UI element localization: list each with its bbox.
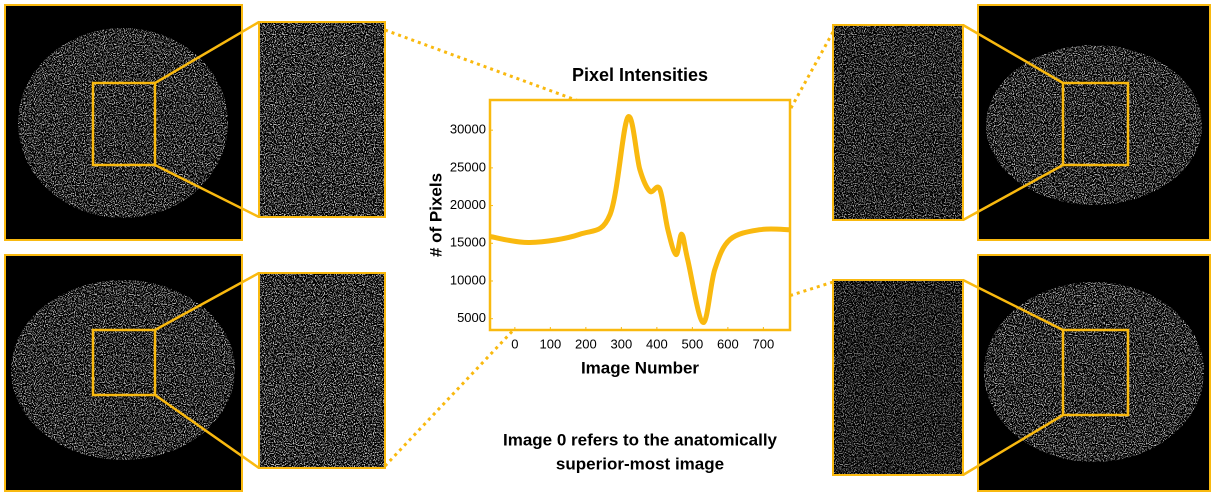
- x-tick-label: 600: [717, 336, 739, 351]
- caption-line: Image 0 refers to the anatomically: [503, 430, 778, 449]
- chart-title: Pixel Intensities: [572, 65, 708, 85]
- x-tick-label: 300: [611, 336, 633, 351]
- caption-line: superior-most image: [556, 454, 724, 473]
- x-tick-label: 200: [575, 336, 597, 351]
- x-tick-label: 100: [540, 336, 562, 351]
- y-tick-label: 15000: [450, 235, 486, 250]
- x-tick-label: 0: [511, 336, 518, 351]
- plot-frame: [490, 100, 790, 330]
- y-tick-label: 25000: [450, 159, 486, 174]
- y-axis-label: # of Pixels: [426, 173, 445, 257]
- y-tick-label: 30000: [450, 122, 486, 137]
- x-tick-label: 700: [753, 336, 775, 351]
- x-tick-label: 500: [682, 336, 704, 351]
- x-axis-label: Image Number: [581, 358, 699, 377]
- y-tick-label: 5000: [457, 310, 486, 325]
- y-tick-label: 20000: [450, 197, 486, 212]
- y-tick-label: 10000: [450, 272, 486, 287]
- figure: Pixel Intensities Image Number # of Pixe…: [0, 0, 1212, 493]
- x-tick-label: 400: [646, 336, 668, 351]
